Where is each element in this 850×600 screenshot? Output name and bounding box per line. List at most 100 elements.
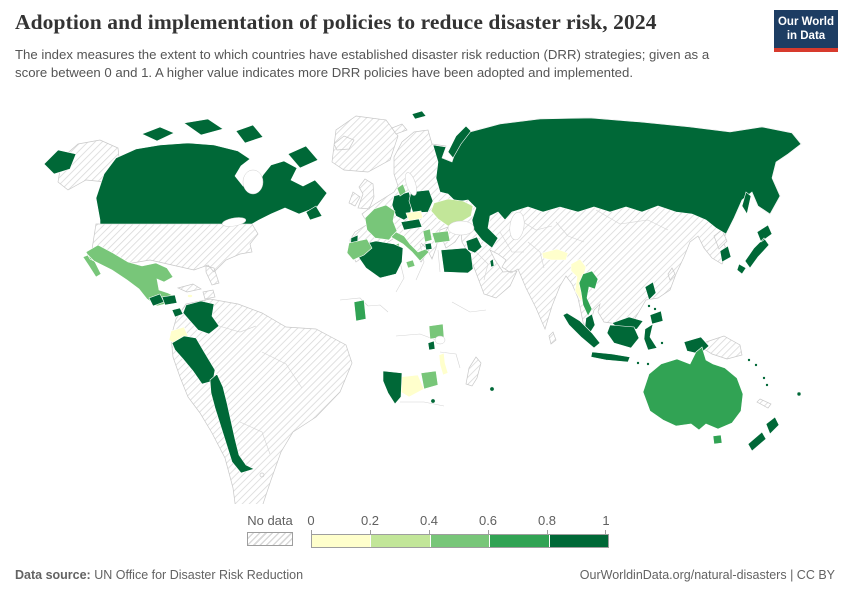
falkland-islands [259,472,265,478]
baltic-sea [405,172,417,196]
indonesia-lesser-sunda [636,361,640,365]
country-uganda [428,323,445,340]
tickmark [311,530,312,534]
country-hispaniola [202,289,216,300]
country-france [364,204,398,241]
country-ghana [353,299,367,322]
country-morocco [346,238,373,261]
country-austria [400,218,423,231]
tickmark [605,530,606,534]
tick-0-2: 0.2 [360,513,380,528]
black-sea [447,220,475,236]
country-south-korea [719,245,732,263]
country-syria [465,236,483,254]
page-title: Adoption and implementation of policies … [15,10,657,34]
country-madagascar [465,356,482,387]
caspian-sea [509,211,525,241]
tickmark [547,530,548,534]
country-russia-chukotka-wrap [43,149,77,175]
country-australia [642,346,744,445]
country-nepal [541,248,569,261]
world-choropleth-map [0,100,850,573]
country-united-states [89,223,259,286]
legend-seg-4 [490,535,550,547]
country-vanuatu [762,376,766,380]
country-russia-novaya-zemlya [447,125,472,159]
chart-subtitle: The index measures the extent to which c… [15,47,710,81]
tick-0-6: 0.6 [478,513,498,528]
country-peru [171,335,216,385]
philippines-visayas2 [653,307,657,311]
data-source-value: UN Office for Disaster Risk Reduction [90,568,304,582]
country-canada [95,142,328,225]
hudson-bay [242,169,264,195]
country-jamaica [187,294,193,298]
country-ukraine [430,198,474,227]
country-japan [736,224,773,275]
legend-seg-1 [312,535,372,547]
country-cuba [176,283,202,293]
no-data-swatch [247,532,293,546]
tickmark [488,530,489,534]
data-source-label: Data source: [15,568,91,582]
legend-seg-5 [549,535,608,547]
country-botswana [398,374,425,398]
country-czechia [405,210,424,222]
country-taiwan [667,267,676,281]
country-zimbabwe [420,370,439,390]
legend-seg-3 [430,535,491,547]
legend-color-scale: 0 0.2 0.4 0.6 0.8 1 [307,513,610,549]
tick-1: 1 [602,513,610,528]
country-papua-new-guinea [703,335,743,360]
country-north-korea [713,229,728,250]
owid-logo: Our World in Data [774,10,838,52]
legend-no-data: No data [247,513,293,546]
chart-footer: Data source: UN Office for Disaster Risk… [15,568,835,582]
philippines-visayas [647,304,651,308]
country-russia-franz-josef [411,110,427,120]
svalbard [391,123,408,135]
country-solomon-islands [747,358,751,362]
tick-0-4: 0.4 [419,513,439,528]
tick-0-8: 0.8 [537,513,557,528]
legend-seg-2 [371,535,431,547]
canada-arctic-islands [141,118,323,221]
country-poland [408,189,434,214]
country-indonesia [562,312,710,363]
country-border-lines [218,209,669,455]
country-russia-sakhalin [741,191,752,215]
water-bodies [221,169,525,345]
country-malawi [438,352,449,376]
tickmark [370,530,371,534]
tickmark [429,530,430,534]
country-united-kingdom [357,178,375,210]
great-lakes [221,217,247,227]
no-data-label: No data [247,513,293,528]
country-sri-lanka [548,331,557,345]
country-vanuatu2 [765,383,769,387]
world-map-svg [43,110,802,573]
tick-0: 0 [307,513,315,528]
new-caledonia [756,398,772,409]
country-thailand [578,270,599,317]
country-solomon-islands2 [754,363,758,367]
owid-logo-line1: Our World [777,15,834,28]
country-rwanda [427,340,436,351]
map-legend: No data 0 0.2 0.4 0.6 0.8 1 [247,513,610,549]
country-serbia [422,228,433,243]
country-chile [209,373,255,474]
country-denmark [396,183,407,197]
country-mexico [82,244,177,307]
country-eswatini [430,398,436,404]
data-source: Data source: UN Office for Disaster Risk… [15,568,303,582]
indonesia-lesser-sunda2 [646,362,650,366]
country-colombia [182,300,220,335]
country-greenland [331,115,399,173]
indonesia-maluku [660,341,664,345]
credit-line: OurWorldinData.org/natural-disasters | C… [579,568,835,582]
lake-victoria [434,335,446,345]
country-bulgaria [431,230,451,244]
legend-bar [311,534,609,548]
country-egypt [440,247,474,274]
country-namibia [382,370,403,405]
